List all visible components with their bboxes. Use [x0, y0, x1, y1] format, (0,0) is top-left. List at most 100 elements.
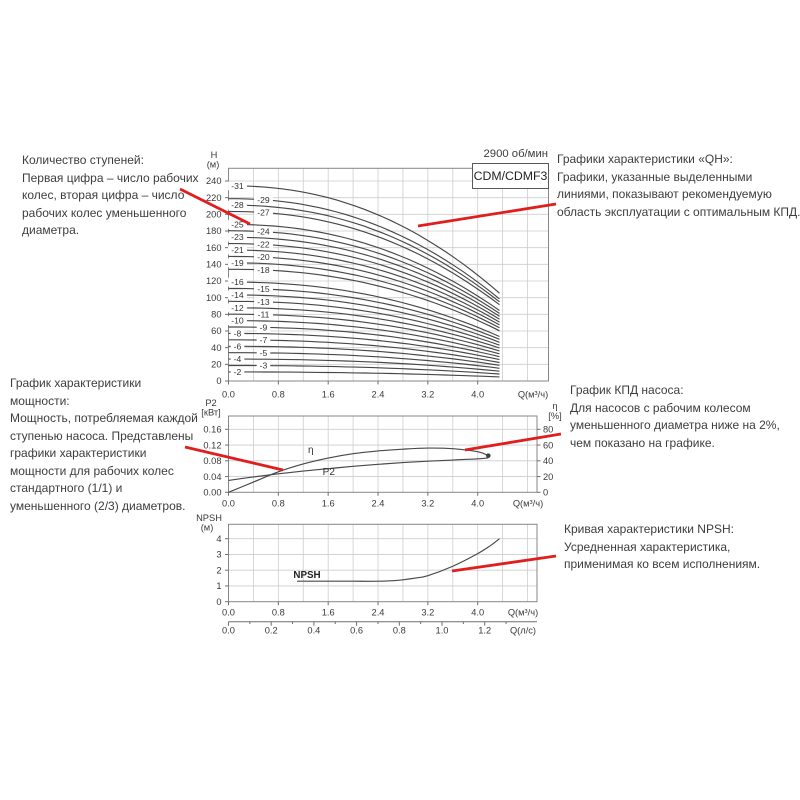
curve-label-chip: [228, 290, 247, 300]
curve-label: -21: [231, 245, 244, 255]
x-axis-unit: Q(м³/ч): [518, 390, 548, 400]
curve-label-chip: [256, 348, 271, 358]
eta-tick-label: 20: [543, 472, 553, 482]
qh-curve-20: [228, 255, 500, 326]
qh-curve-9: [228, 326, 500, 358]
curve-label-chip: [230, 354, 245, 364]
curve-label-chip: [256, 322, 271, 332]
x-tick-label: 3.2: [421, 608, 434, 618]
curve-label-chip: [254, 240, 273, 249]
eta-tick-label: 0: [543, 488, 548, 498]
lps-tick-label: 0.0: [222, 626, 235, 636]
curve-label: -15: [257, 284, 270, 294]
curve-label-chip: [228, 303, 247, 313]
lps-tick-label: 0.6: [350, 626, 363, 636]
annotation-power-title: График характеристики мощности:: [10, 376, 142, 408]
npsh-tick-label: 4: [216, 534, 221, 544]
callout-npsh-curve-to-text: [451, 554, 557, 573]
p2-axis-title: P2: [205, 398, 216, 408]
qh-curve-25: [228, 223, 500, 311]
curve-label: -20: [257, 252, 270, 262]
curve-label: -5: [260, 348, 268, 358]
qh-curve-23: [228, 236, 500, 317]
p2-tick-label: 0.08: [203, 456, 221, 466]
curve-label-chip: [230, 329, 245, 338]
npsh-chart: 0.0 0.8 1.6 2.4 3.2 4.0 Q(м³/ч)01234NPSH(м)NPS…: [196, 513, 538, 636]
qh-curve-14: [228, 294, 500, 343]
annotation-stages-body: Первая цифра – число рабочих колес, втор…: [22, 170, 199, 238]
qh-curve-28: [228, 204, 500, 303]
lps-tick-label: 0.8: [393, 626, 406, 636]
curve-label: -27: [257, 208, 270, 218]
y-tick-label: 180: [206, 226, 222, 236]
qh-curve-3: [228, 364, 500, 375]
eta-axis-title: [%]: [548, 411, 561, 421]
rotation-speed-label: 2900 об/мин: [483, 148, 548, 160]
curve-label-chip: [230, 367, 245, 377]
npsh-tick-label: 2: [216, 565, 221, 575]
x-tick-label: 0.0: [222, 390, 235, 400]
curve-label-chip: [228, 232, 247, 242]
callout-qh-curve-to-text: [417, 202, 557, 228]
lps-tick-label: 0.4: [307, 626, 320, 636]
curve-label-chip: [228, 181, 247, 191]
x-axis-unit: Q(м³/ч): [508, 608, 538, 618]
series-label: P2: [323, 467, 336, 478]
curve-label: -6: [234, 341, 242, 351]
curve-label: -19: [231, 258, 244, 268]
x-tick-label: 3.2: [421, 390, 434, 400]
p2-tick-label: 0.00: [203, 488, 221, 498]
x-tick-label: 1.6: [322, 608, 335, 618]
curve-label-chip: [228, 200, 247, 210]
annotation-npsh-title: Кривая характеристики NPSH:: [564, 522, 734, 536]
npsh-tick-label: 3: [216, 550, 221, 560]
qh-curve-5: [228, 352, 500, 369]
curve-label-chip: [230, 341, 245, 351]
y-tick-label: 160: [206, 243, 222, 253]
qh-curve-16: [228, 281, 500, 338]
curve-label: -22: [257, 239, 270, 249]
curve-label: -18: [257, 265, 270, 275]
x-tick-label: 4.0: [471, 499, 484, 509]
curve-label: -11: [258, 310, 270, 320]
curve-label: -13: [257, 297, 270, 307]
eta-axis-title: η: [552, 401, 557, 411]
qh-curve-31: [228, 185, 500, 294]
qh-curve-29: [228, 198, 500, 300]
x-tick-label: 2.4: [372, 499, 385, 509]
power-efficiency-chart: 0.0 0.8 1.6 2.4 3.2 4.0 Q(м³/ч) 0.00 0.04 0.08 0.1…: [201, 398, 561, 509]
annotation-efficiency-body: Для насосов с рабочим колесом уменьшенно…: [570, 400, 780, 450]
y-tick-label: 80: [211, 310, 221, 320]
callout-power-text-to-curve: [184, 445, 284, 472]
qh-curve-15: [228, 287, 500, 340]
x-tick-label: 1.6: [322, 499, 335, 509]
curve-label: -24: [257, 227, 270, 237]
plot-frame: [228, 415, 538, 493]
y-tick-label: 100: [206, 293, 222, 303]
curve-label: -4: [234, 354, 242, 364]
lps-tick-label: 1.2: [478, 626, 491, 636]
y-tick-label: 0: [216, 376, 221, 386]
lps-tick-label: 0.2: [265, 626, 278, 636]
x-tick-label: 2.4: [372, 608, 385, 618]
curve-label-chip: [228, 258, 247, 268]
y-tick-label: 40: [211, 343, 221, 353]
annotation-stages-title: Количество ступеней:: [22, 153, 144, 167]
qh-chart: 0.0 0.8 1.6 2.4 3.2 4.0 Q(м³/ч) 0 20 40 60 80 100 120…: [206, 150, 549, 400]
curve-end-marker: [485, 453, 491, 458]
npsh-tick-label: 0: [216, 597, 221, 607]
qh-curve-19: [228, 262, 500, 329]
qh-curve-4: [228, 358, 500, 372]
curve-label: -7: [260, 335, 268, 345]
x-axis-unit: Q(м³/ч): [513, 499, 543, 509]
curve-p2: [228, 457, 489, 482]
curve-label: -8: [234, 328, 242, 338]
qh-curve-11: [228, 313, 500, 352]
curve-label: -10: [231, 316, 244, 326]
p2-tick-label: 0.04: [203, 472, 221, 482]
eta-tick-label: 80: [543, 425, 553, 435]
lps-tick-label: 1.0: [436, 626, 449, 636]
curve-label: -25: [231, 219, 244, 229]
curve-eta: [228, 447, 489, 493]
